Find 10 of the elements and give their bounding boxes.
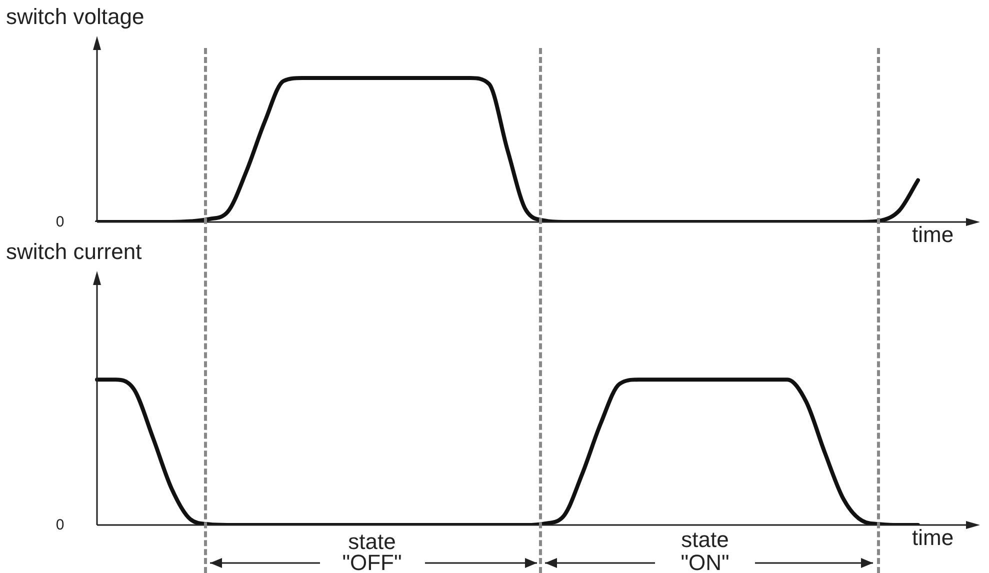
text: state bbox=[348, 529, 396, 554]
text: state bbox=[681, 527, 729, 552]
y-axis-title: switch current bbox=[6, 239, 142, 264]
y-axis-title: switch voltage bbox=[6, 4, 144, 29]
text: 0 bbox=[56, 214, 64, 230]
x-axis-title: time bbox=[912, 222, 954, 247]
x-axis-title: time bbox=[912, 525, 954, 550]
text: 0 bbox=[56, 516, 64, 534]
text: "OFF" bbox=[342, 550, 402, 573]
text: "ON" bbox=[680, 550, 730, 573]
